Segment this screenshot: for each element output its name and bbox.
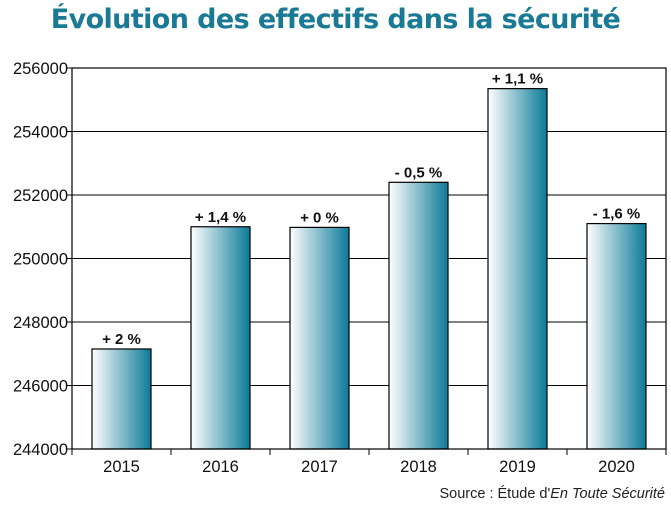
y-tick-label: 252000 (13, 187, 68, 205)
bar-2017 (289, 226, 350, 450)
data-label: - 1,6 % (593, 206, 641, 223)
bar-2016 (190, 226, 251, 450)
x-tick-label: 2020 (598, 458, 635, 476)
y-tick-label: 256000 (13, 60, 68, 78)
y-tick-label: 248000 (13, 314, 68, 332)
bar-2020 (586, 222, 647, 450)
x-tick-label: 2016 (202, 458, 239, 476)
bar-2018 (388, 181, 449, 450)
data-label: + 1,4 % (195, 209, 246, 226)
source-publication: En Toute Sécurité (550, 486, 665, 502)
y-tick-label: 244000 (13, 441, 68, 459)
chart-title: Évolution des effectifs dans la sécurité (50, 4, 621, 35)
data-labels: + 2 % + 1,4 % + 0 % - 0,5 % + 1,1 % - 1,6 % (102, 71, 640, 348)
y-tick-label: 250000 (13, 251, 68, 269)
x-tick-label: 2015 (103, 458, 140, 476)
y-tick-label: 246000 (13, 378, 68, 396)
data-label: - 0,5 % (395, 164, 443, 181)
bar-2015 (91, 348, 152, 450)
source-note: Source : Étude d'En Toute Sécurité (439, 486, 665, 502)
grid-lines (72, 131, 666, 386)
source-prefix: Source : Étude d' (439, 486, 551, 502)
data-label: + 2 % (102, 331, 141, 348)
data-label: + 1,1 % (492, 71, 543, 88)
data-label: + 0 % (300, 209, 339, 226)
x-tick-label: 2019 (499, 458, 536, 476)
bars (91, 88, 647, 450)
axes: 244000 246000 248000 250000 252000 254000 2560… (13, 60, 667, 476)
x-tick-label: 2017 (301, 458, 338, 476)
y-tick-label: 254000 (13, 124, 68, 142)
x-tick-label: 2018 (400, 458, 437, 476)
bar-2019 (487, 88, 548, 450)
